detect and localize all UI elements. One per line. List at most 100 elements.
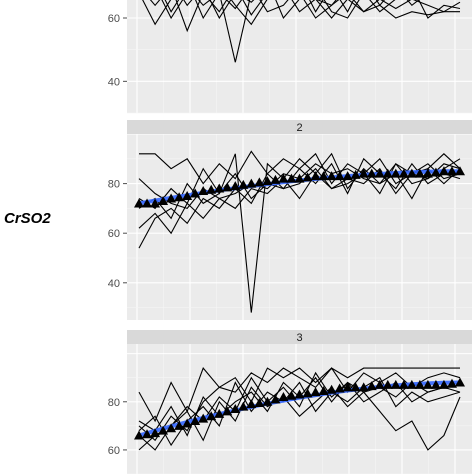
mean-marker [374, 168, 385, 178]
y-tick-label: 40 [108, 76, 120, 88]
mean-marker [302, 172, 313, 182]
mean-marker [134, 430, 144, 440]
mean-marker [286, 173, 297, 183]
mean-marker [254, 397, 265, 407]
mean-marker [406, 379, 417, 389]
mean-marker [238, 401, 249, 411]
mean-marker [198, 186, 209, 196]
mean-marker [182, 418, 193, 428]
mean-marker [158, 195, 169, 205]
mean-marker [374, 379, 385, 389]
mean-marker [390, 379, 401, 389]
mean-marker [438, 166, 449, 176]
subject-line-3 [138, 371, 461, 451]
mean-marker [294, 173, 305, 183]
mean-marker [230, 181, 241, 191]
mean-marker [206, 411, 217, 421]
facet-strip-label: 2 [296, 122, 302, 134]
mean-marker [318, 385, 329, 395]
mean-marker [438, 379, 449, 389]
facet-panel-2: 2 40 60 80 [108, 120, 472, 320]
mean-marker [262, 176, 273, 186]
mean-marker [222, 182, 233, 192]
mean-marker [358, 382, 369, 392]
subject-line-4 [138, 376, 461, 447]
mean-marker [398, 379, 409, 389]
panels: 40 60 2 40 60 80 3 60 80 [108, 0, 472, 474]
panel-background [127, 344, 472, 474]
mean-marker [174, 192, 185, 202]
mean-marker [294, 389, 305, 399]
mean-marker [158, 425, 169, 435]
mean-marker [422, 379, 433, 389]
mean-marker [430, 167, 441, 177]
facet-strip [127, 120, 472, 134]
mean-marker [350, 169, 361, 179]
mean-marker [318, 171, 329, 181]
mean-marker [430, 379, 441, 389]
mean-marker [366, 381, 377, 391]
mean-marker [382, 379, 393, 389]
mean-marker [278, 391, 289, 401]
mean-marker [446, 378, 457, 388]
mean-marker [455, 166, 465, 176]
y-tick-label: 60 [108, 228, 120, 240]
mean-marker [366, 168, 377, 178]
subject-line-1 [138, 367, 460, 423]
mean-marker [246, 178, 257, 188]
facet-panel-1: 40 60 [108, 0, 472, 114]
mean-marker [214, 408, 225, 418]
subject-line-4 [138, 163, 461, 235]
mean-marker [142, 429, 153, 439]
mean-marker [150, 428, 161, 438]
mean-marker [190, 416, 201, 426]
mean-marker [406, 168, 417, 178]
mean-marker [262, 396, 273, 406]
mean-marker [278, 173, 289, 183]
mean-marker [414, 168, 425, 178]
mean-marker [342, 382, 353, 392]
mean-marker [166, 193, 177, 203]
y-tick-label: 80 [108, 397, 120, 409]
mean-marker [142, 198, 153, 208]
mean-marker [326, 384, 337, 394]
plot-area [142, 0, 461, 63]
facet-strip [127, 330, 472, 344]
mean-marker [254, 177, 265, 187]
mean-marker [246, 399, 257, 409]
subject-line-2 [138, 152, 461, 313]
subject-line-3 [142, 0, 460, 26]
mean-marker [174, 420, 185, 430]
mean-marker [134, 198, 144, 208]
mean-marker [206, 184, 217, 194]
mean-marker [166, 423, 177, 433]
mean-marker [334, 171, 345, 181]
facet-panel-3: 3 60 80 [108, 330, 472, 474]
mean-marker [222, 406, 233, 416]
panel-background [127, 0, 472, 113]
mean-marker [150, 198, 161, 208]
mean-marker [230, 404, 241, 413]
mean-marker [390, 168, 401, 178]
facet-strip-label: 3 [296, 332, 302, 344]
mean-marker [270, 394, 281, 404]
mean-marker [270, 174, 281, 184]
mean-marker [238, 179, 249, 189]
mean-marker [382, 168, 393, 178]
subject-line-1 [149, 0, 461, 33]
mean-marker [398, 168, 409, 178]
mean-marker [414, 379, 425, 389]
mean-marker [286, 390, 297, 400]
mean-marker [358, 168, 369, 178]
y-axis-label: CrSO2 [4, 210, 51, 227]
mean-marker [310, 387, 321, 397]
mean-marker [326, 171, 337, 181]
mean-marker [190, 188, 201, 198]
mean-marker [350, 382, 361, 392]
y-tick-label: 80 [108, 179, 120, 191]
mean-marker [310, 171, 321, 181]
mean-marker [214, 183, 225, 193]
mean-marker [455, 377, 465, 387]
mean-marker [302, 388, 313, 398]
mean-marker [198, 413, 209, 423]
